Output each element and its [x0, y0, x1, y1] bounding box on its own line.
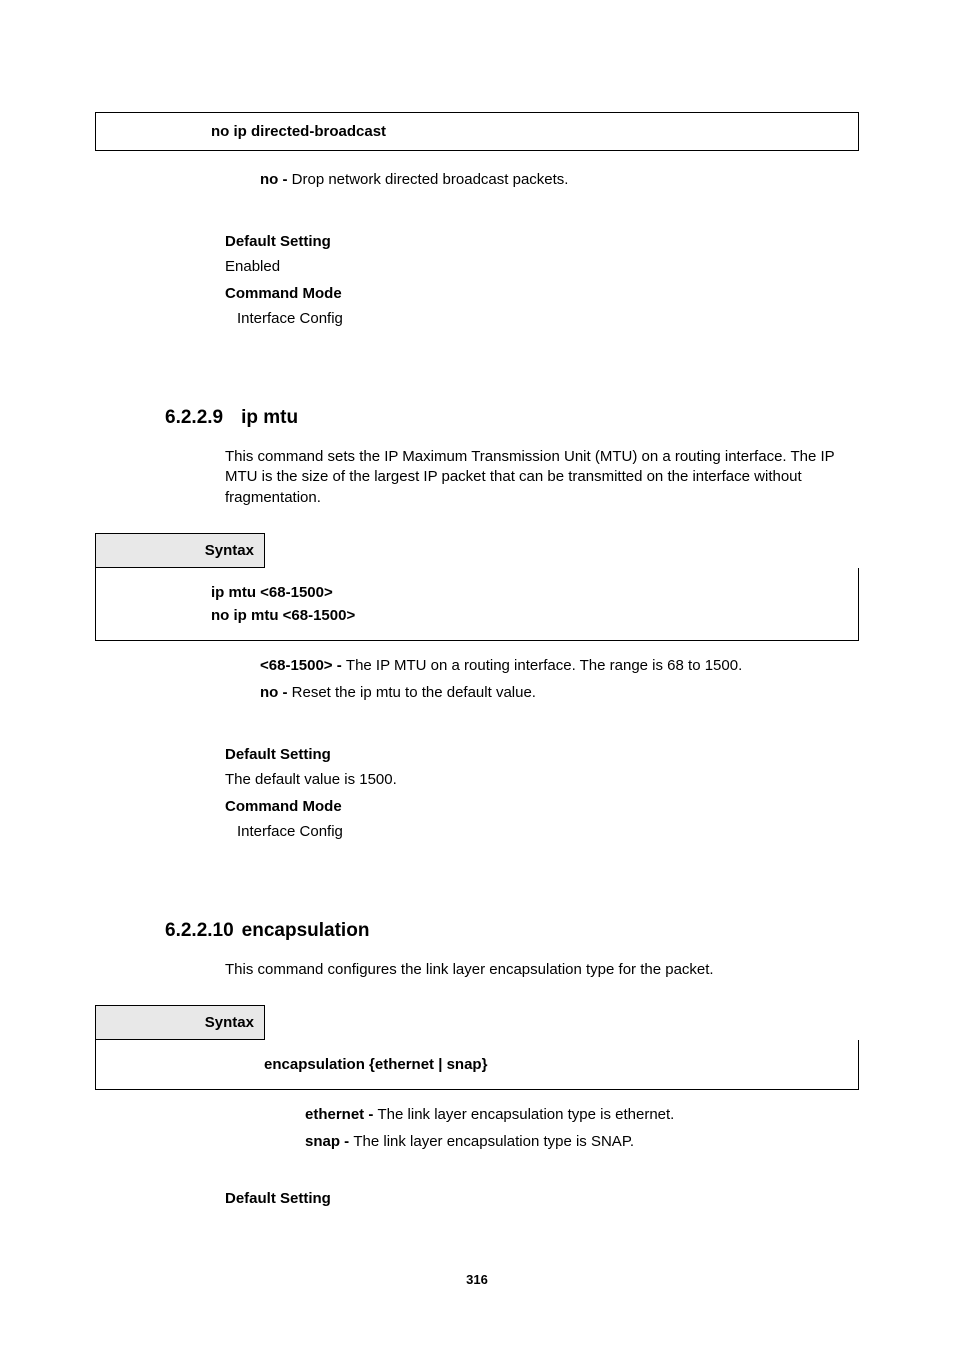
desc-rest: Drop network directed broadcast packets.	[292, 171, 569, 188]
section-body-ip-mtu: This command sets the IP Maximum Transmi…	[225, 447, 865, 508]
settings-block-encapsulation: Default Setting	[225, 1190, 859, 1207]
syntax-tab: Syntax	[95, 533, 265, 568]
desc-bold: ethernet -	[305, 1106, 378, 1123]
section-title: ip mtu	[241, 407, 298, 428]
default-setting-value: Enabled	[225, 258, 859, 275]
section-body-encapsulation: This command configures the link layer e…	[225, 960, 865, 980]
syntax-text: no ip directed-broadcast	[211, 123, 386, 140]
default-setting-label: Default Setting	[225, 1190, 859, 1207]
desc-rest: The link layer encapsulation type is SNA…	[353, 1133, 634, 1150]
syntax-body: encapsulation {ethernet | snap}	[95, 1040, 859, 1090]
section-number: 6.2.2.10	[165, 920, 234, 941]
desc-bold: snap -	[305, 1133, 353, 1150]
description-line: no - Drop network directed broadcast pac…	[260, 171, 859, 188]
desc-bold: <68-1500> -	[260, 657, 346, 674]
syntax-box-encapsulation: Syntax encapsulation {ethernet | snap}	[95, 1005, 859, 1090]
default-setting-value: The default value is 1500.	[225, 771, 859, 788]
section-heading-ip-mtu: 6.2.2.9 ip mtu	[165, 407, 859, 429]
command-mode-value: Interface Config	[237, 310, 859, 327]
default-setting-label: Default Setting	[225, 746, 859, 763]
desc-bold: no -	[260, 684, 292, 701]
command-mode-label: Command Mode	[225, 285, 859, 302]
syntax-tab: Syntax	[95, 1005, 265, 1040]
description-line: <68-1500> - The IP MTU on a routing inte…	[260, 657, 859, 674]
syntax-row: encapsulation {ethernet | snap}	[264, 1056, 858, 1073]
page: no ip directed-broadcast no - Drop netwo…	[0, 112, 954, 1347]
desc-rest: The link layer encapsulation type is eth…	[378, 1106, 675, 1123]
default-setting-label: Default Setting	[225, 233, 859, 250]
syntax-box-ip-mtu: Syntax ip mtu <68-1500> no ip mtu <68-15…	[95, 533, 859, 641]
syntax-box-top: no ip directed-broadcast	[95, 112, 859, 151]
command-mode-value: Interface Config	[237, 823, 859, 840]
desc-rest: The IP MTU on a routing interface. The r…	[346, 657, 742, 674]
description-line: snap - The link layer encapsulation type…	[305, 1133, 859, 1150]
section-number: 6.2.2.9	[165, 407, 223, 428]
syntax-row: ip mtu <68-1500>	[211, 584, 858, 601]
desc-bold: no -	[260, 171, 292, 188]
command-mode-label: Command Mode	[225, 798, 859, 815]
description-line: no - Reset the ip mtu to the default val…	[260, 684, 859, 701]
desc-rest: Reset the ip mtu to the default value.	[292, 684, 536, 701]
syntax-row: no ip mtu <68-1500>	[211, 607, 858, 624]
settings-block-top: Default Setting Enabled Command Mode Int…	[225, 233, 859, 327]
settings-block-ip-mtu: Default Setting The default value is 150…	[225, 746, 859, 840]
description-line: ethernet - The link layer encapsulation …	[305, 1106, 859, 1123]
section-title: encapsulation	[242, 920, 370, 941]
page-number: 316	[0, 1272, 954, 1287]
section-heading-encapsulation: 6.2.2.10 encapsulation	[165, 920, 859, 942]
syntax-body: ip mtu <68-1500> no ip mtu <68-1500>	[95, 568, 859, 641]
